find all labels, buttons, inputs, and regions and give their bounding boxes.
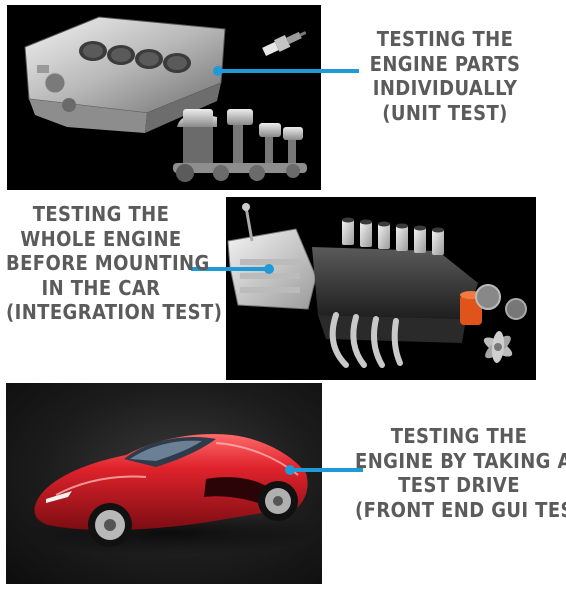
- integration-test-caption: TESTING THE WHOLE ENGINE BEFORE MOUNTING…: [6, 202, 223, 325]
- caption-line: IN THE CAR: [41, 275, 161, 300]
- caption-line: (INTEGRATION TEST): [6, 300, 223, 324]
- caption-line: WHOLE ENGINE: [20, 226, 182, 251]
- connector-dot-unit: [213, 66, 223, 76]
- sports-car-image: [6, 383, 322, 584]
- caption-line: BEFORE MOUNTING: [6, 251, 210, 275]
- caption-line: TESTING THE: [376, 27, 514, 51]
- transmission-shape: [227, 203, 317, 310]
- whole-engine-image: [226, 197, 536, 380]
- rear-wheel-shape: [258, 481, 298, 521]
- connector-line-integration: [191, 267, 269, 271]
- caption-line: ENGINE BY TAKING A: [355, 448, 566, 473]
- gui-test-caption: TESTING THE ENGINE BY TAKING A TEST DRIV…: [355, 424, 566, 522]
- connector-dot-gui: [285, 465, 295, 475]
- connector-line-unit: [218, 69, 359, 73]
- front-wheel-shape: [88, 503, 132, 547]
- unit-test-caption: TESTING THE ENGINE PARTS INDIVIDUALLY (U…: [350, 27, 540, 125]
- fan-shape: [483, 331, 513, 363]
- caption-line: TEST DRIVE: [398, 473, 520, 497]
- engine-body-shape: [312, 217, 527, 368]
- caption-line: TESTING THE: [390, 424, 528, 448]
- engine-parts-image: [7, 5, 321, 190]
- caption-line: ENGINE PARTS: [369, 51, 521, 76]
- caption-line: INDIVIDUALLY: [372, 76, 518, 100]
- caption-line: (FRONT END GUI TEST): [355, 497, 566, 522]
- caption-line: (UNIT TEST): [382, 100, 508, 125]
- connector-dot-integration: [264, 264, 274, 274]
- engine-block-shape: [24, 16, 226, 133]
- pistons-shape: [173, 109, 307, 182]
- connector-line-gui: [290, 468, 363, 472]
- caption-line: TESTING THE: [32, 202, 170, 226]
- spark-plug-shape: [262, 31, 307, 56]
